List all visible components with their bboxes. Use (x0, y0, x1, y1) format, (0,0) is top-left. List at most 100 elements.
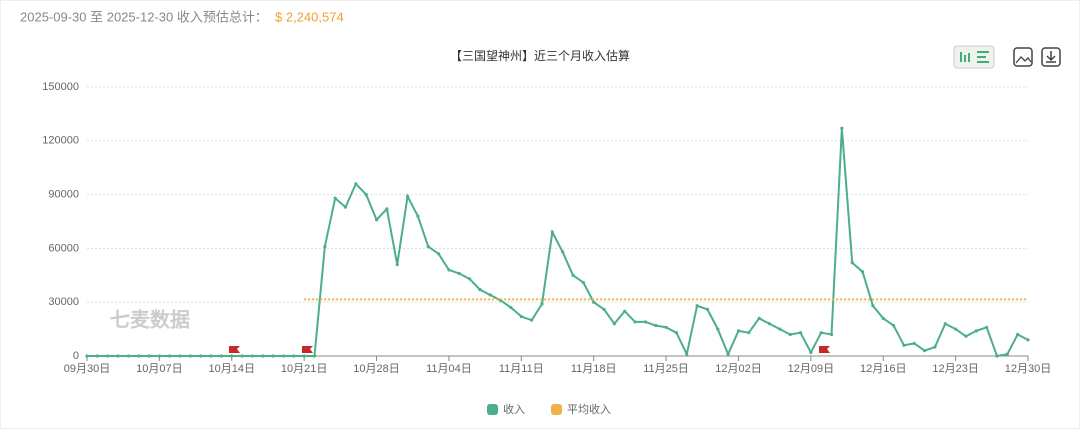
point (405, 194, 410, 198)
point (747, 331, 751, 335)
point (323, 245, 327, 249)
legend-swatch (487, 404, 498, 415)
point (240, 354, 244, 358)
y-tick-label: 120000 (42, 135, 79, 147)
x-tick-label: 10月21日 (281, 363, 327, 375)
point (447, 268, 451, 272)
x-tick-label: 11月25日 (643, 363, 689, 375)
flag (229, 346, 240, 357)
point (664, 325, 668, 329)
point (974, 329, 978, 333)
y-tick-label: 150000 (42, 81, 79, 93)
x-tick-label: 11月18日 (571, 363, 617, 375)
point (374, 218, 379, 222)
point (106, 354, 110, 358)
y-tick-label: 0 (73, 350, 79, 362)
point (199, 354, 203, 358)
revenue-line (87, 128, 1029, 358)
image-icon (1015, 56, 1032, 64)
x-tick-label: 10月28日 (353, 363, 399, 375)
point (674, 331, 679, 335)
point (788, 332, 792, 337)
point (230, 354, 234, 358)
watermark: 七麦数据 (110, 307, 190, 331)
point (178, 354, 182, 358)
point (395, 262, 399, 267)
point (571, 273, 575, 277)
point (250, 354, 255, 358)
x-tick-label: 10月14日 (209, 363, 255, 375)
point (116, 354, 120, 358)
download-icon (1046, 51, 1056, 63)
point (1016, 332, 1020, 337)
range-label: 2025-09-30 至 2025-12-30 收入预估总计： (20, 9, 268, 24)
toolbar (953, 45, 1061, 69)
point (850, 261, 854, 265)
x-tick-label: 12月30日 (1005, 363, 1051, 375)
x-tick-label: 12月09日 (788, 363, 834, 375)
point (219, 354, 224, 358)
image-button[interactable] (1013, 47, 1033, 67)
x-tick-label: 09月30日 (64, 363, 110, 375)
point (654, 323, 658, 328)
total: $ 2,240,574 (275, 9, 344, 24)
point (168, 354, 172, 358)
point (385, 207, 389, 211)
point (292, 354, 296, 358)
x-tick-label: 11月11日 (499, 363, 544, 375)
flag (302, 346, 313, 357)
point (985, 325, 989, 329)
point (881, 316, 885, 320)
point (778, 327, 782, 331)
flag (819, 346, 830, 357)
point (602, 307, 606, 311)
point (530, 318, 534, 322)
point (995, 354, 999, 358)
x-tick-label: 10月07日 (136, 363, 182, 375)
point (147, 354, 151, 358)
legend-label: 平均收入 (567, 402, 611, 416)
point (343, 205, 348, 209)
point (488, 293, 492, 297)
point (468, 277, 472, 281)
point (695, 304, 699, 308)
point (767, 322, 772, 326)
point (426, 245, 430, 249)
point (819, 331, 823, 335)
point (964, 334, 968, 338)
point (798, 331, 803, 335)
point (519, 314, 523, 319)
point (126, 354, 130, 358)
point (550, 230, 554, 234)
point (85, 354, 89, 358)
point (757, 316, 761, 320)
point (685, 352, 689, 356)
point (860, 270, 865, 274)
point (933, 345, 937, 349)
point (736, 329, 741, 333)
point (188, 354, 193, 358)
point (633, 320, 637, 324)
download-button[interactable] (1041, 47, 1061, 67)
point (592, 300, 596, 304)
point (1026, 338, 1030, 342)
point (829, 332, 834, 337)
point (954, 327, 958, 331)
x-tick-label: 12月16日 (860, 363, 906, 375)
point (540, 302, 544, 306)
point (561, 250, 565, 254)
y-tick-label: 30000 (48, 296, 79, 308)
point (612, 322, 616, 326)
point (716, 327, 720, 331)
point (902, 343, 906, 347)
point (478, 288, 482, 292)
point (871, 304, 875, 308)
point (364, 193, 368, 197)
y-tick-label: 60000 (48, 242, 79, 254)
point (281, 354, 286, 358)
chart-title: 【三国望神州】近三个月收入估算 (450, 48, 630, 63)
y-tick-label: 90000 (48, 189, 79, 201)
point (436, 252, 441, 256)
point (261, 354, 265, 358)
